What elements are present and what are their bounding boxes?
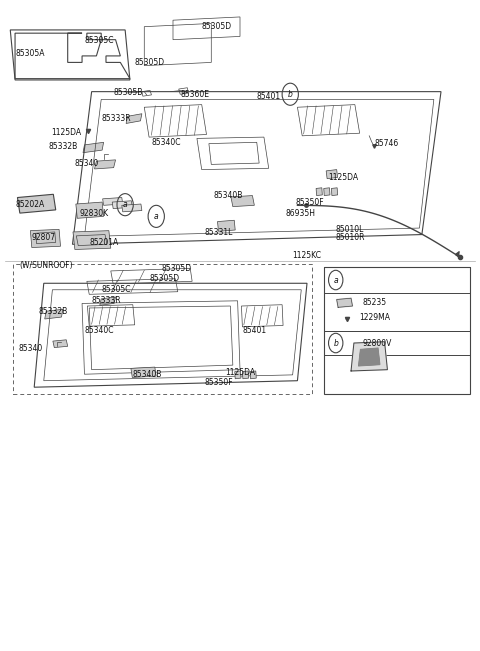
Text: 85401: 85401	[242, 326, 266, 335]
Polygon shape	[95, 160, 116, 169]
Text: 85340C: 85340C	[84, 326, 114, 335]
Polygon shape	[83, 143, 104, 153]
Text: 85333R: 85333R	[92, 296, 121, 305]
Text: 85305C: 85305C	[84, 36, 114, 46]
Polygon shape	[231, 195, 254, 206]
Text: 85332B: 85332B	[39, 307, 68, 316]
Text: b: b	[288, 90, 293, 99]
Text: 1125DA: 1125DA	[226, 368, 256, 377]
Bar	[324, 331, 470, 355]
Text: 85305D: 85305D	[202, 22, 232, 31]
Polygon shape	[336, 298, 352, 307]
Text: 85010L: 85010L	[336, 225, 364, 234]
Polygon shape	[359, 348, 380, 366]
Text: 85350F: 85350F	[204, 378, 233, 387]
Text: 85401: 85401	[257, 92, 281, 102]
Text: 92830K: 92830K	[80, 209, 109, 218]
Text: 85305A: 85305A	[15, 49, 45, 59]
Text: (W/SUNROOF): (W/SUNROOF)	[19, 261, 72, 270]
Text: 85305D: 85305D	[161, 264, 191, 273]
Polygon shape	[126, 114, 142, 124]
Polygon shape	[250, 371, 256, 379]
Text: 1125KC: 1125KC	[293, 251, 322, 260]
Text: 85340B: 85340B	[132, 370, 162, 380]
Text: 85305D: 85305D	[149, 274, 179, 283]
Text: 85332B: 85332B	[48, 142, 78, 151]
Text: 85360E: 85360E	[180, 90, 209, 100]
Polygon shape	[331, 187, 337, 195]
Polygon shape	[242, 371, 249, 379]
Text: 85340: 85340	[19, 344, 43, 353]
Text: 85305B: 85305B	[113, 89, 143, 98]
Text: a: a	[334, 275, 338, 284]
Text: 85305D: 85305D	[135, 58, 165, 67]
Polygon shape	[235, 371, 241, 379]
Text: 92800V: 92800V	[362, 339, 391, 348]
Text: 85010R: 85010R	[336, 232, 365, 242]
Text: a: a	[123, 200, 128, 209]
Text: 85202A: 85202A	[15, 200, 44, 209]
Polygon shape	[100, 297, 116, 305]
Text: a: a	[154, 212, 158, 221]
Text: 86935H: 86935H	[286, 209, 315, 218]
Polygon shape	[324, 187, 330, 195]
Text: 85350F: 85350F	[295, 197, 324, 206]
Polygon shape	[103, 197, 123, 205]
Polygon shape	[45, 309, 63, 319]
Text: 85201A: 85201A	[89, 238, 119, 247]
Polygon shape	[122, 204, 142, 212]
Polygon shape	[326, 170, 337, 178]
Text: 1229MA: 1229MA	[360, 313, 391, 322]
Text: 85305C: 85305C	[101, 284, 131, 294]
Bar	[324, 267, 470, 394]
Text: b: b	[333, 339, 338, 348]
Bar	[324, 267, 470, 293]
Polygon shape	[112, 201, 132, 208]
Text: 85340C: 85340C	[152, 138, 181, 147]
Polygon shape	[53, 340, 68, 348]
Polygon shape	[17, 194, 56, 213]
Text: 92807: 92807	[32, 232, 56, 242]
Polygon shape	[73, 230, 111, 249]
Text: 85333R: 85333R	[101, 115, 131, 124]
Polygon shape	[351, 342, 387, 371]
Polygon shape	[131, 367, 156, 378]
Text: 85340: 85340	[75, 159, 99, 167]
Polygon shape	[316, 187, 323, 195]
Text: 1125DA: 1125DA	[51, 128, 81, 137]
Polygon shape	[76, 202, 104, 218]
Text: 1125DA: 1125DA	[328, 173, 359, 182]
Text: 85331L: 85331L	[204, 228, 232, 237]
Polygon shape	[217, 220, 235, 231]
Text: 85235: 85235	[362, 298, 386, 307]
Text: 85746: 85746	[374, 139, 398, 148]
Polygon shape	[30, 229, 60, 247]
Text: 85340B: 85340B	[214, 191, 243, 200]
